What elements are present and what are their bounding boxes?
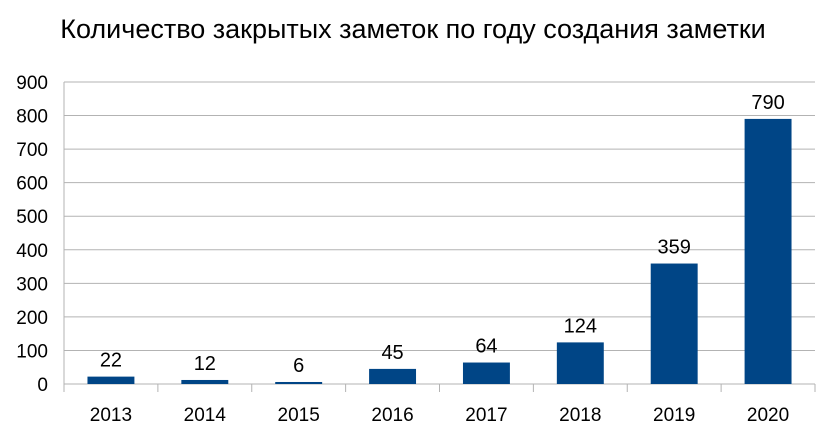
bar-2020: [744, 118, 792, 385]
data-label: 45: [381, 342, 403, 364]
bar-2016: [369, 368, 417, 384]
y-tick-label: 900: [16, 73, 48, 94]
x-tick-label: 2013: [90, 405, 132, 426]
x-tick-label: 2017: [465, 405, 507, 426]
y-tick-label: 0: [37, 375, 48, 396]
data-label: 64: [475, 336, 497, 358]
y-tick-label: 200: [16, 308, 48, 329]
data-label: 12: [194, 353, 216, 375]
y-tick-label: 700: [16, 140, 48, 161]
data-label: 22: [100, 350, 122, 372]
bar-2014: [181, 379, 229, 384]
data-label: 124: [564, 315, 597, 337]
x-tick-label: 2016: [371, 405, 413, 426]
bar-2017: [462, 362, 510, 384]
y-tick-label: 400: [16, 241, 48, 262]
bar-2018: [556, 342, 604, 384]
x-tick-label: 2015: [278, 405, 320, 426]
bar-2013: [87, 376, 135, 384]
y-tick-label: 300: [16, 274, 48, 295]
x-tick-label: 2014: [184, 405, 227, 426]
data-label: 790: [751, 92, 784, 114]
chart-title: Количество закрытых заметок по году созд…: [60, 14, 766, 44]
x-tick-label: 2020: [747, 405, 789, 426]
x-tick-label: 2019: [653, 405, 695, 426]
y-tick-label: 800: [16, 107, 48, 128]
data-label: 6: [293, 355, 304, 377]
data-label: 359: [658, 237, 691, 259]
y-tick-label: 500: [16, 207, 48, 228]
x-tick-label: 2018: [559, 405, 601, 426]
y-tick-label: 100: [16, 341, 48, 362]
bar-2015: [275, 381, 323, 384]
y-tick-label: 600: [16, 174, 48, 195]
bar-2019: [650, 263, 698, 384]
